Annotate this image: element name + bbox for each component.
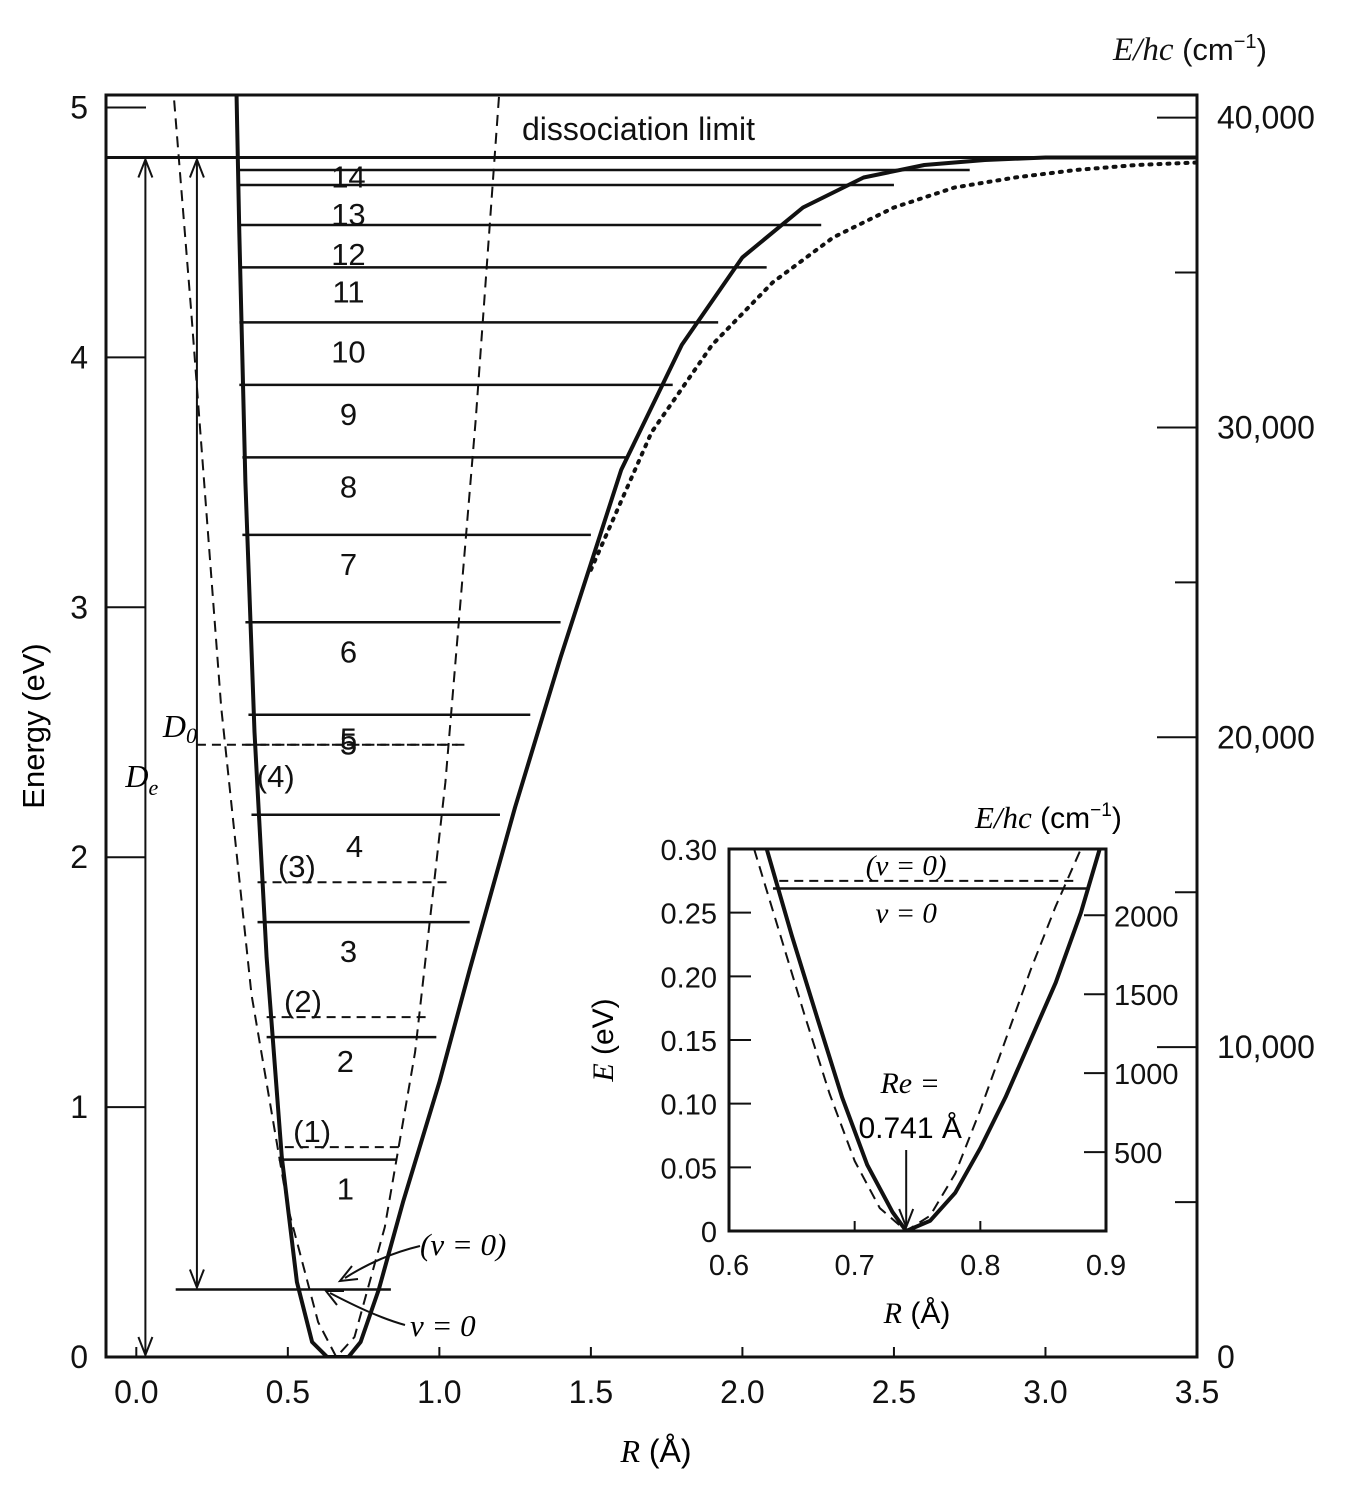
re-arrow-head	[898, 1208, 915, 1230]
x-tick-label-2.0: 2.0	[720, 1374, 764, 1410]
x-tick-label-0.5: 0.5	[266, 1374, 310, 1410]
inset-series-group	[753, 849, 1102, 1231]
de-label: De	[124, 758, 158, 800]
inset-v0-label: v = 0	[875, 897, 937, 929]
y2-tick-label-40,000: 40,000	[1217, 100, 1315, 136]
main-series-group	[172, 95, 1197, 1357]
x-tick-label-3.0: 3.0	[1023, 1374, 1067, 1410]
dashed-level-label-3: (3)	[278, 849, 316, 884]
x-axis-title: R (Å)	[619, 1433, 691, 1469]
y-tick-label-3: 3	[70, 589, 88, 625]
inset-y-tick-label-0.10: 0.10	[661, 1090, 717, 1122]
y-tick-label-2: 2	[70, 839, 88, 875]
inset-x-tick-label-0.8: 0.8	[960, 1250, 1000, 1282]
y2-tick-label-0: 0	[1217, 1339, 1235, 1375]
inset-y2-tick-label-1500: 1500	[1114, 980, 1179, 1012]
dashed-level-label-5: 5	[340, 727, 357, 762]
inset-v0-dashed-label: (v = 0)	[866, 850, 947, 882]
d0-arrow-head-bottom	[188, 1269, 205, 1291]
inset-y2-tick-label-500: 500	[1114, 1138, 1162, 1170]
de-arrow-head-top	[137, 156, 154, 178]
dashed-level-label-1: (1)	[293, 1114, 331, 1149]
v0-dashed-label: (v = 0)	[420, 1227, 506, 1262]
y2-tick-label-10,000: 10,000	[1217, 1029, 1315, 1065]
re-label: Re =	[879, 1067, 939, 1100]
re-value-label: 0.741 Å	[858, 1112, 961, 1145]
inset-y-axis-title: E (eV)	[587, 998, 620, 1082]
dashed-level-label-4: (4)	[257, 759, 295, 794]
inset-y-tick-label-0.15: 0.15	[661, 1026, 717, 1058]
level-label-10: 10	[331, 334, 365, 369]
dissociation-limit-label: dissociation limit	[522, 111, 755, 147]
v0-solid-arrow	[329, 1292, 406, 1326]
de-arrow-head-bottom	[137, 1336, 154, 1358]
inset-axes-group: v = 0 (v = 0) Re = 0.741 Å 0.6 0.7 0.8 0.9 0 0.05…	[661, 835, 1179, 1282]
y-axis-title: Energy (eV)	[16, 643, 51, 808]
dashed-level-label-2: (2)	[284, 984, 322, 1019]
y2-tick-label-20,000: 20,000	[1217, 719, 1315, 755]
x-tick-label-1.0: 1.0	[417, 1374, 461, 1410]
level-label-11: 11	[332, 274, 364, 309]
d0-label: D0	[162, 708, 197, 748]
level-label-8: 8	[340, 469, 357, 504]
main-axes-group: 0.0 0.5 1.0 1.5 2.0 2.5 3.0 3.5012345010,00020,…	[70, 89, 1315, 1410]
inset-x-axis-title: R (Å)	[883, 1297, 951, 1330]
x-tick-label-3.5: 3.5	[1175, 1374, 1219, 1410]
level-label-2: 2	[337, 1044, 354, 1079]
inset-y-tick-label-0: 0	[701, 1217, 717, 1249]
y-tick-label-0: 0	[70, 1339, 88, 1375]
right-axis-title: E/hc (cm−1)	[1112, 31, 1267, 68]
y2-tick-label-30,000: 30,000	[1217, 409, 1315, 445]
v0-dashed-arrow-head	[337, 1265, 359, 1283]
level-label-4: 4	[346, 829, 363, 864]
level-label-14: 14	[331, 159, 365, 194]
x-tick-label-0.0: 0.0	[114, 1374, 158, 1410]
inset-y-tick-label-0.05: 0.05	[661, 1153, 717, 1185]
level-label-9: 9	[340, 397, 357, 432]
main-curve-dotted	[588, 160, 1197, 572]
inset-right-axis-title: E/hc (cm−1)	[974, 800, 1122, 835]
inset-x-tick-label-0.7: 0.7	[835, 1250, 875, 1282]
inset-y-tick-label-0.25: 0.25	[661, 899, 717, 931]
x-tick-label-1.5: 1.5	[569, 1374, 613, 1410]
v0-dashed-arrow	[344, 1245, 421, 1279]
y-tick-label-5: 5	[70, 89, 88, 125]
level-label-12: 12	[331, 237, 365, 272]
main-curve-solid	[234, 95, 1197, 1357]
v0-solid-label: v = 0	[410, 1308, 476, 1343]
level-label-6: 6	[340, 634, 357, 669]
level-label-3: 3	[340, 934, 357, 969]
inset-y-tick-label-0.20: 0.20	[661, 962, 717, 994]
y-tick-label-1: 1	[70, 1089, 88, 1125]
inset-y2-tick-label-1000: 1000	[1114, 1059, 1179, 1091]
x-tick-label-2.5: 2.5	[872, 1374, 916, 1410]
d0-arrow-head-top	[188, 156, 205, 178]
level-label-7: 7	[340, 547, 357, 582]
level-label-1: 1	[337, 1172, 354, 1207]
y-tick-label-4: 4	[70, 339, 88, 375]
inset-x-tick-label-0.9: 0.9	[1086, 1250, 1126, 1282]
inset-y-tick-label-0.30: 0.30	[661, 835, 717, 867]
inset-curve-dashed	[753, 849, 1082, 1231]
inset-curve-solid	[764, 849, 1102, 1231]
v0-solid-arrow-head	[323, 1290, 344, 1306]
level-label-5: 5	[340, 722, 357, 757]
level-label-13: 13	[331, 197, 365, 232]
main-curve-dashed	[172, 95, 501, 1357]
inset-y2-tick-label-2000: 2000	[1114, 901, 1179, 933]
inset-x-tick-label-0.6: 0.6	[709, 1250, 749, 1282]
main-plot-frame	[104, 93, 1199, 1359]
inset-background	[729, 849, 1106, 1231]
